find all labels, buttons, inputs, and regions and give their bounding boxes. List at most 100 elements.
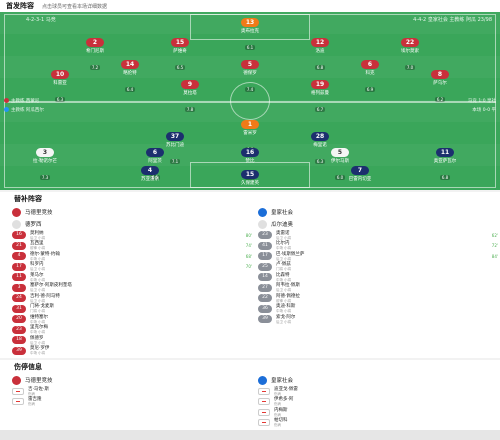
sub-player-row[interactable]: 25 卢·佩兹 门将 小将 [258, 262, 498, 273]
jersey-number: 4 [141, 166, 159, 175]
sub-player-row[interactable]: 20 维特塞尔 中场 小将 [12, 314, 252, 325]
player-marker[interactable]: 13 奥布拉克 6.1 [226, 18, 274, 53]
player-marker[interactable]: 19 格列兹曼 6.7 [296, 80, 344, 115]
injury-type: 伤病 [274, 423, 281, 428]
sub-player-position: 中场 小将 [30, 330, 46, 335]
player-marker[interactable]: 4苏亚雷斯6.4 [126, 166, 174, 190]
player-marker[interactable]: 5 伊尔马斯 6.0 [316, 148, 364, 183]
sub-jersey-number: 36 [258, 304, 272, 313]
sub-player-position: 中场 小将 [30, 319, 46, 324]
player-marker[interactable]: 6 阿里茨 6.5 [131, 148, 179, 183]
sub-player-row[interactable]: 11 莱马尔 中场 小将 [12, 272, 252, 283]
sub-player-row[interactable]: 17 巴·埃斯佩兰萨 后卫 小将 84' [258, 251, 498, 262]
sub-in-time: 72' [491, 243, 498, 249]
player-marker[interactable]: 37 苏比门迪 7.1 [151, 132, 199, 167]
sub-player-name: 莱马尔 [30, 272, 44, 278]
player-marker[interactable]: 10 科雷亚 6.3 [36, 70, 84, 105]
player-marker[interactable]: 15 萨维奇 6.5 [156, 38, 204, 73]
player-marker[interactable]: 11 奥亚萨瓦尔 6.8 [421, 148, 469, 183]
subs-home-col: 马德里竞技 德罗西 16 莫利纳 后卫 小将 80' 21 瓦西里 前锋 小将 74' 4 德尔·… [12, 206, 252, 356]
sub-player-name: 比森特 [276, 272, 290, 278]
player-marker[interactable]: 5 德保罗 7.4 [226, 60, 274, 95]
player-name: 略伦特 [123, 71, 137, 76]
player-marker[interactable]: 6 科克 6.9 [346, 60, 394, 95]
sub-player-row[interactable]: 3 塞萨尔·阿斯皮利奎塔 后卫 小将 [12, 283, 252, 294]
sub-player-row[interactable]: 31 门将·戈麦斯 门将 小将 [12, 304, 252, 315]
injury-row[interactable]: 伊希多·阿 伤病 [258, 397, 498, 408]
player-name: 希门尼斯 [86, 49, 104, 54]
center-score: 马竞 1:0 皇社 [467, 99, 496, 104]
player-marker[interactable]: 7巴雷内切亚6.7 [336, 166, 384, 190]
sub-player-position: 后卫 小将 [30, 288, 46, 293]
injury-icon [258, 408, 270, 416]
jersey-number: 8 [431, 70, 449, 79]
jersey-number: 12 [311, 38, 329, 47]
sub-player-row[interactable]: 23 里克尔梅 中场 小将 [12, 325, 252, 336]
sub-player-row[interactable]: 39 索戈·阿尔 后卫 小将 [258, 314, 498, 325]
player-marker[interactable]: 3 拉·勒诺尔芒 7.3 [21, 148, 69, 183]
sub-player-position: 门将 小将 [276, 267, 292, 272]
sub-player-position: 中场 小将 [30, 256, 46, 261]
sub-jersey-number: 39 [258, 315, 272, 324]
player-marker[interactable]: 22 埃尔莫索 7.0 [386, 38, 434, 73]
sub-player-row[interactable]: 22 阿德·佩德拉 前锋 小将 [258, 293, 498, 304]
player-marker[interactable]: 28 梅里诺 6.3 [296, 132, 344, 167]
injury-row[interactable]: 内梅斯 伤病 [258, 407, 498, 418]
jersey-number: 9 [181, 80, 199, 89]
injuries-away-team[interactable]: 皇家社会 [258, 374, 498, 386]
sub-player-name: 奥迪·科斯 [276, 304, 296, 310]
player-name: 梅里诺 [313, 143, 327, 148]
sub-player-row[interactable]: 36 奥迪·科斯 中场 小将 [258, 304, 498, 315]
jersey-number: 11 [436, 148, 454, 157]
jersey-number: 6 [361, 60, 379, 69]
subs-away-team[interactable]: 皇家社会 [258, 206, 498, 218]
sub-player-row[interactable]: 14 比森特 中场 小将 [258, 272, 498, 283]
jersey-number: 16 [241, 148, 259, 157]
sub-player-row[interactable]: 18 佩德罗 后卫 小将 [12, 335, 252, 346]
coach-away: 主教练 阿瓜西尔 [11, 108, 44, 113]
sub-player-row[interactable]: 16 莫利纳 后卫 小将 80' [12, 230, 252, 241]
player-name: 萨乌尔 [433, 81, 447, 86]
injury-icon [258, 419, 270, 427]
sub-jersey-number: 41 [258, 241, 272, 250]
player-marker[interactable]: 12 洛迪 6.8 [296, 38, 344, 73]
injuries-home-team[interactable]: 马德里竞技 [12, 374, 252, 386]
injury-row[interactable]: 吉·马佐·斯 伤病 [12, 386, 252, 397]
sub-player-row[interactable]: 17 科罗内 后卫 小将 70' [12, 262, 252, 273]
coach-avatar-icon [258, 219, 267, 229]
injury-row[interactable]: 雷吉隆 伤病 [12, 397, 252, 408]
jersey-number: 37 [166, 132, 184, 141]
sub-player-row[interactable]: 27 阿韦拉·佩斯 后卫 小将 [258, 283, 498, 294]
sub-in-time: 84' [491, 253, 498, 259]
injury-type: 伤病 [28, 402, 35, 407]
sub-player-name: 莫利纳 [30, 230, 44, 236]
injury-row[interactable]: 帕切科 伤病 [258, 418, 498, 429]
sub-jersey-number: 25 [258, 262, 272, 271]
home-color-dot [4, 98, 9, 103]
sub-player-row[interactable]: 41 比尔内 中场 小将 72' [258, 241, 498, 252]
player-name: 阿里茨 [148, 159, 162, 164]
player-marker[interactable]: 9 莫拉塔 7.8 [166, 80, 214, 115]
sub-jersey-number: 23 [12, 325, 26, 334]
jersey-number: 15 [171, 38, 189, 47]
sub-player-row[interactable]: 4 德尔·蒙特·约翰 中场 小将 68' [12, 251, 252, 262]
sub-player-row[interactable]: 23 奥雷诺 后卫 小将 62' [258, 230, 498, 241]
sub-in-time: 80' [245, 232, 252, 238]
sub-player-row[interactable]: 39 莫尼·罗伊 中场 小将 [12, 346, 252, 357]
sub-jersey-number: 16 [12, 231, 26, 240]
subs-home-team[interactable]: 马德里竞技 [12, 206, 252, 218]
player-marker[interactable]: 8 萨乌尔 6.2 [416, 70, 464, 105]
injury-row[interactable]: 迪亚戈·佩雷 伤病 [258, 386, 498, 397]
away-color-dot [4, 107, 9, 112]
sub-in-time: 62' [491, 232, 498, 238]
injury-icon [12, 387, 24, 395]
player-marker[interactable]: 15久保建英6.2 [226, 170, 274, 190]
player-rating: 6.5 [174, 65, 186, 70]
sub-player-row[interactable]: 21 瓦西里 前锋 小将 74' [12, 241, 252, 252]
player-marker[interactable]: 14 略伦特 6.4 [106, 60, 154, 95]
player-rating: 7.8 [184, 107, 196, 112]
player-marker[interactable]: 2 希门尼斯 7.2 [71, 38, 119, 73]
injured-player-name: 内梅斯 [274, 407, 288, 413]
sub-player-row[interactable]: 24 吉利·德·阿马特 后卫 小将 [12, 293, 252, 304]
injuries-title: 伤停信息 [14, 363, 42, 371]
